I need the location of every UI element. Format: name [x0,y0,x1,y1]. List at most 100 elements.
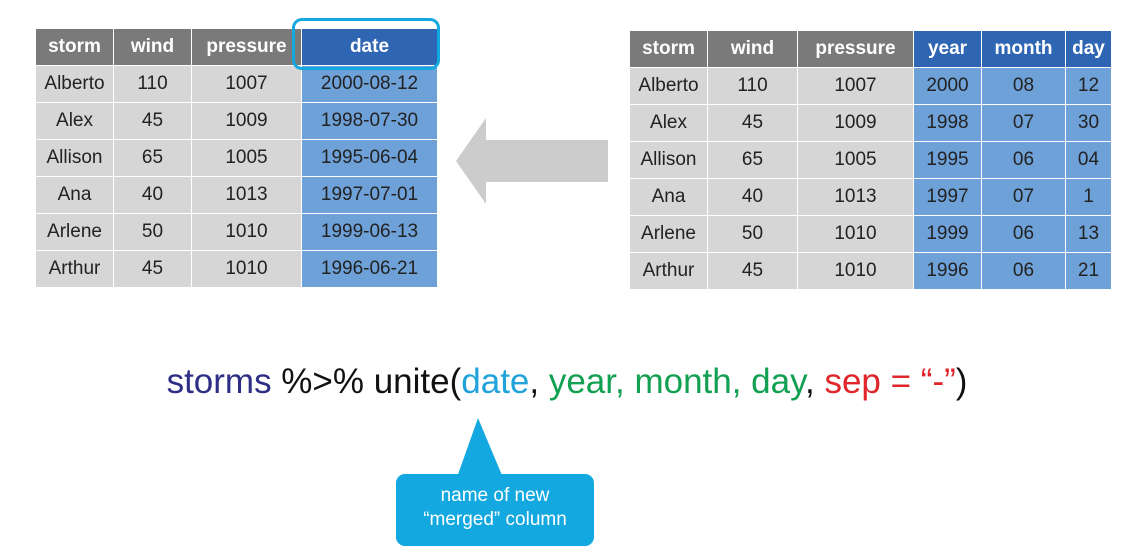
table-cell: 1005 [797,141,914,179]
table-cell: 45 [113,102,192,140]
right-table: storm wind pressure year month day Alber… [629,30,1112,290]
code-object: storms [166,362,272,401]
table-row: Alex 45 1009 1998 07 30 [629,104,1112,142]
left-header-wind: wind [113,28,192,66]
code-separator: , [529,362,549,401]
table-row: Arthur 45 1010 1996 06 21 [629,252,1112,290]
table-cell: 65 [707,141,798,179]
code-new-column-arg: date [461,362,530,401]
table-cell: 1010 [797,252,914,290]
table-row: Allison 65 1005 1995 06 04 [629,141,1112,179]
day-cell: 21 [1065,252,1112,290]
right-header-month: month [981,30,1066,68]
table-cell: Allison [35,139,114,177]
day-cell: 12 [1065,67,1112,105]
table-cell: Alex [35,102,114,140]
table-cell: 1007 [191,65,302,103]
table-cell: 1010 [191,213,302,251]
table-cell: 110 [113,65,192,103]
table-cell: 50 [707,215,798,253]
code-pipe: %>% [271,362,374,401]
year-cell: 1998 [913,104,982,142]
right-header-storm: storm [629,30,708,68]
table-cell: Ana [35,176,114,214]
month-cell: 06 [981,215,1066,253]
code-source-columns-arg: year, month, day [548,362,806,401]
left-header-pressure: pressure [191,28,302,66]
table-cell: 40 [707,178,798,216]
table-row: Allison 65 1005 1995-06-04 [35,139,438,177]
table-cell: 1013 [797,178,914,216]
code-close-paren: ) [955,362,968,401]
table-cell: 1009 [191,102,302,140]
callout-line-2: “merged” column [423,509,567,530]
right-header-wind: wind [707,30,798,68]
table-cell: 45 [707,252,798,290]
table-row: Alex 45 1009 1998-07-30 [35,102,438,140]
table-cell: Ana [629,178,708,216]
table-cell: 45 [707,104,798,142]
date-cell: 2000-08-12 [301,65,438,103]
year-cell: 1999 [913,215,982,253]
code-expression: storms %>% unite(date, year, month, day,… [0,362,1134,402]
table-row: Ana 40 1013 1997-07-01 [35,176,438,214]
date-header-highlight-box [292,18,440,70]
month-cell: 07 [981,178,1066,216]
table-row: Alberto 110 1007 2000-08-12 [35,65,438,103]
right-header-year: year [913,30,982,68]
year-cell: 1996 [913,252,982,290]
right-header-day: day [1065,30,1112,68]
month-cell: 06 [981,141,1066,179]
table-cell: Arthur [35,250,114,288]
table-cell: 40 [113,176,192,214]
date-cell: 1999-06-13 [301,213,438,251]
callout-line-1: name of new [440,485,550,506]
table-cell: 1013 [191,176,302,214]
day-cell: 30 [1065,104,1112,142]
left-header-storm: storm [35,28,114,66]
code-sep-arg: sep = “-” [824,362,956,401]
table-cell: 50 [113,213,192,251]
table-row: Arlene 50 1010 1999-06-13 [35,213,438,251]
callout-box: name of new “merged” column [396,474,594,546]
table-row: Arthur 45 1010 1996-06-21 [35,250,438,288]
table-cell: Alberto [629,67,708,105]
date-cell: 1997-07-01 [301,176,438,214]
table-cell: Arthur [629,252,708,290]
table-cell: Arlene [629,215,708,253]
table-row: Ana 40 1013 1997 07 1 [629,178,1112,216]
left-header-date: date [301,28,438,66]
date-cell: 1995-06-04 [301,139,438,177]
day-cell: 04 [1065,141,1112,179]
date-cell: 1996-06-21 [301,250,438,288]
left-arrow-icon [456,118,608,204]
table-cell: 65 [113,139,192,177]
code-function: unite( [373,362,462,401]
table-cell: Alex [629,104,708,142]
callout-pointer-icon [456,418,504,480]
table-cell: 1009 [797,104,914,142]
table-cell: 1005 [191,139,302,177]
code-separator: , [805,362,825,401]
table-cell: 1010 [797,215,914,253]
day-cell: 1 [1065,178,1112,216]
right-header-pressure: pressure [797,30,914,68]
table-cell: 45 [113,250,192,288]
table-cell: 1010 [191,250,302,288]
left-table: storm wind pressure date Alberto 110 100… [35,28,438,288]
table-cell: Allison [629,141,708,179]
day-cell: 13 [1065,215,1112,253]
month-cell: 08 [981,67,1066,105]
table-cell: 110 [707,67,798,105]
table-row: Alberto 110 1007 2000 08 12 [629,67,1112,105]
year-cell: 2000 [913,67,982,105]
table-cell: Arlene [35,213,114,251]
table-cell: Alberto [35,65,114,103]
month-cell: 06 [981,252,1066,290]
year-cell: 1997 [913,178,982,216]
year-cell: 1995 [913,141,982,179]
left-header-row: storm wind pressure date [35,28,438,66]
table-cell: 1007 [797,67,914,105]
right-header-row: storm wind pressure year month day [629,30,1112,68]
table-row: Arlene 50 1010 1999 06 13 [629,215,1112,253]
